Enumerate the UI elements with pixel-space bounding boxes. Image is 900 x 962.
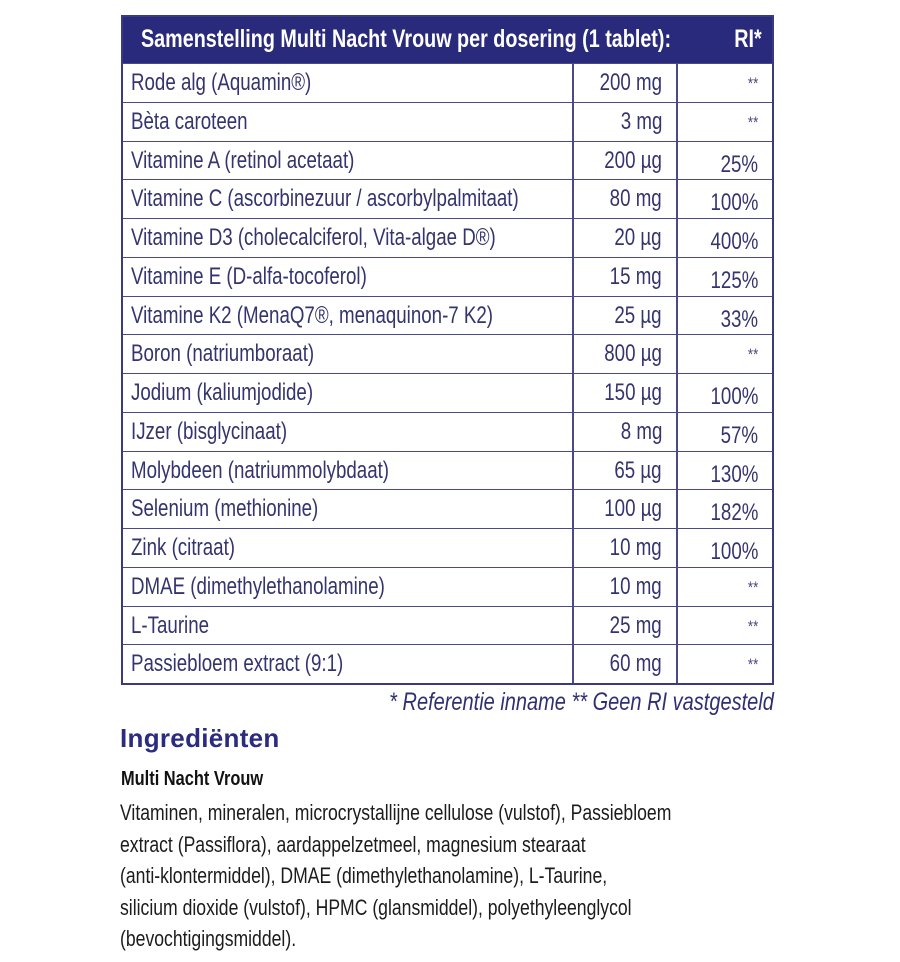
ingredient-name: Zink (citraat)	[131, 534, 236, 561]
ingredient-name: L-Taurine	[131, 611, 210, 639]
ingredient-amount: 800 µg	[604, 340, 662, 368]
ingredient-name: Bèta caroteen	[131, 107, 248, 135]
table-row: Selenium (methionine) 100 µg 182%	[123, 489, 772, 528]
table-header: Samenstelling Multi Nacht Vrouw per dose…	[123, 17, 772, 63]
ingredient-ri: 130%	[710, 460, 758, 488]
ingredients-product-name: Multi Nacht Vrouw	[121, 768, 264, 790]
ingredients-line: Vitaminen, mineralen, microcrystallijne …	[120, 800, 672, 825]
ingredient-name: Vitamine E (D-alfa-tocoferol)	[131, 262, 367, 290]
table-row: L-Taurine 25 mg **	[123, 605, 772, 645]
table-header-title: Samenstelling Multi Nacht Vrouw per dose…	[141, 25, 672, 53]
ingredient-name: Vitamine K2 (MenaQ7®, menaquinon-7 K2)	[131, 301, 494, 329]
ingredient-ri: 57%	[720, 421, 758, 449]
ingredients-line: (bevochtigingsmiddel).	[120, 926, 297, 951]
ingredient-ri: 125%	[710, 266, 758, 294]
ingredient-amount: 100 µg	[604, 495, 662, 523]
table-row: Vitamine D3 (cholecalciferol, Vita-algae…	[123, 218, 772, 257]
table-row: Vitamine K2 (MenaQ7®, menaquinon-7 K2) 2…	[123, 295, 772, 335]
ingredient-amount: 10 mg	[609, 534, 662, 561]
table-row: Rode alg (Aquamin®) 200 mg **	[123, 63, 772, 102]
ri-footnote: * Referentie inname ** Geen RI vastgeste…	[389, 688, 774, 716]
ingredient-amount: 65 µg	[614, 456, 662, 484]
ingredient-ri: **	[747, 345, 758, 365]
table-header-ri: RI*	[734, 25, 762, 53]
table-row: Boron (natriumboraat) 800 µg **	[123, 334, 772, 373]
ingredient-ri: **	[747, 616, 758, 636]
ingredient-ri: **	[747, 577, 758, 597]
ingredient-amount: 10 mg	[609, 572, 662, 600]
table-row: Bèta caroteen 3 mg **	[123, 101, 772, 141]
ingredient-ri: 100%	[710, 383, 758, 410]
ingredient-name: DMAE (dimethylethanolamine)	[131, 572, 385, 600]
ingredient-amount: 3 mg	[620, 107, 662, 135]
ingredient-amount: 200 mg	[599, 69, 662, 96]
ingredients-line: silicium dioxide (vulstof), HPMC (glansm…	[120, 894, 632, 920]
ingredient-name: Jodium (kaliumjodide)	[131, 379, 314, 406]
ingredient-amount: 150 µg	[604, 379, 662, 406]
table-row: Jodium (kaliumjodide) 150 µg 100%	[123, 373, 772, 412]
ingredient-name: Selenium (methionine)	[131, 495, 319, 523]
ingredient-name: Vitamine A (retinol acetaat)	[131, 146, 355, 174]
table-row: Vitamine E (D-alfa-tocoferol) 15 mg 125%	[123, 256, 772, 296]
ingredient-name: Passiebloem extract (9:1)	[131, 650, 344, 678]
ingredient-ri: 33%	[720, 305, 758, 333]
table-row: DMAE (dimethylethanolamine) 10 mg **	[123, 566, 772, 606]
table-row: Vitamine C (ascorbinezuur / ascorbylpalm…	[123, 179, 772, 218]
ingredient-amount: 60 mg	[609, 650, 662, 678]
ingredient-amount: 25 µg	[614, 301, 662, 329]
ingredient-ri: **	[747, 655, 758, 675]
table-row: Molybdeen (natriummolybdaat) 65 µg 130%	[123, 450, 772, 490]
ingredient-ri: 100%	[710, 538, 758, 565]
ingredient-amount: 20 µg	[614, 224, 662, 251]
ingredient-ri: 100%	[710, 189, 758, 217]
ingredient-name: IJzer (bisglycinaat)	[131, 417, 288, 445]
ingredient-name: Vitamine D3 (cholecalciferol, Vita-algae…	[131, 224, 496, 251]
ingredient-amount: 8 mg	[620, 417, 662, 445]
nutrition-table: Samenstelling Multi Nacht Vrouw per dose…	[121, 15, 774, 685]
ingredient-ri: 182%	[710, 499, 758, 527]
ingredient-ri: **	[747, 112, 758, 132]
ingredient-name: Boron (natriumboraat)	[131, 340, 315, 368]
ingredient-amount: 200 µg	[604, 146, 662, 174]
ingredients-line: extract (Passiflora), aardappelzetmeel, …	[120, 831, 586, 857]
ingredient-name: Rode alg (Aquamin®)	[131, 69, 312, 96]
table-row: Vitamine A (retinol acetaat) 200 µg 25%	[123, 140, 772, 180]
ingredient-amount: 80 mg	[609, 185, 662, 213]
ingredient-name: Vitamine C (ascorbinezuur / ascorbylpalm…	[131, 185, 519, 213]
ingredient-ri: 25%	[720, 150, 758, 178]
ingredient-ri: **	[747, 74, 758, 93]
ingredient-name: Molybdeen (natriummolybdaat)	[131, 456, 390, 484]
table-row: Zink (citraat) 10 mg 100%	[123, 528, 772, 567]
ingredients-line: (anti-klontermiddel), DMAE (dimethyletha…	[120, 863, 608, 888]
table-row: Passiebloem extract (9:1) 60 mg **	[123, 644, 772, 683]
ingredients-text: Vitaminen, mineralen, microcrystallijne …	[120, 798, 900, 956]
ingredient-amount: 15 mg	[609, 262, 662, 290]
ingredients-heading: Ingrediënten	[120, 723, 280, 753]
ingredient-amount: 25 mg	[609, 611, 662, 639]
ingredient-ri: 400%	[710, 228, 758, 255]
table-row: IJzer (bisglycinaat) 8 mg 57%	[123, 411, 772, 451]
